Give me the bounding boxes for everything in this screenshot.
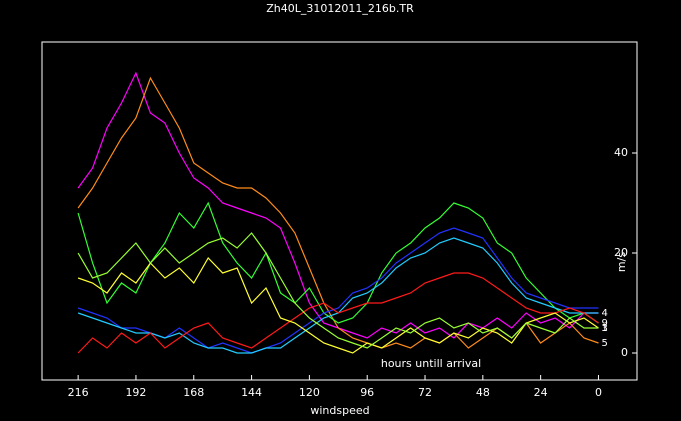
- x-tick-label: 120: [299, 386, 320, 399]
- x-tick-label: 168: [183, 386, 204, 399]
- x-tick-label: 192: [125, 386, 146, 399]
- series-line: [77, 232, 599, 349]
- series-label: 3: [601, 323, 607, 334]
- x-tick-label: 48: [476, 386, 490, 399]
- x-tick-label: 216: [68, 386, 89, 399]
- series-label: 9: [601, 318, 607, 329]
- series-label: 4: [601, 308, 607, 319]
- x-tick-label: 0: [595, 386, 602, 399]
- y-tick-label: 0: [621, 346, 628, 359]
- series-line: [77, 272, 599, 354]
- chart-title: Zh40L_31012011_216b.TR: [266, 2, 414, 15]
- y-tick-label: 20: [614, 246, 628, 259]
- series-line: [77, 227, 599, 354]
- series-line: [77, 201, 599, 324]
- series-line: [77, 71, 599, 339]
- plot-frame: [41, 41, 638, 381]
- x-tick-label: 96: [360, 386, 374, 399]
- x-axis-label: windspeed: [310, 404, 369, 417]
- series-label: 5: [601, 338, 607, 349]
- series-line: [77, 257, 599, 354]
- series-label: 1: [601, 323, 607, 334]
- x-tick-label: 24: [534, 386, 548, 399]
- y-axis-label: m/s: [615, 252, 628, 272]
- x-tick-label: 72: [418, 386, 432, 399]
- annotation: hours untill arrival: [381, 357, 481, 370]
- x-tick-label: 144: [241, 386, 262, 399]
- y-tick-label: 40: [614, 146, 628, 159]
